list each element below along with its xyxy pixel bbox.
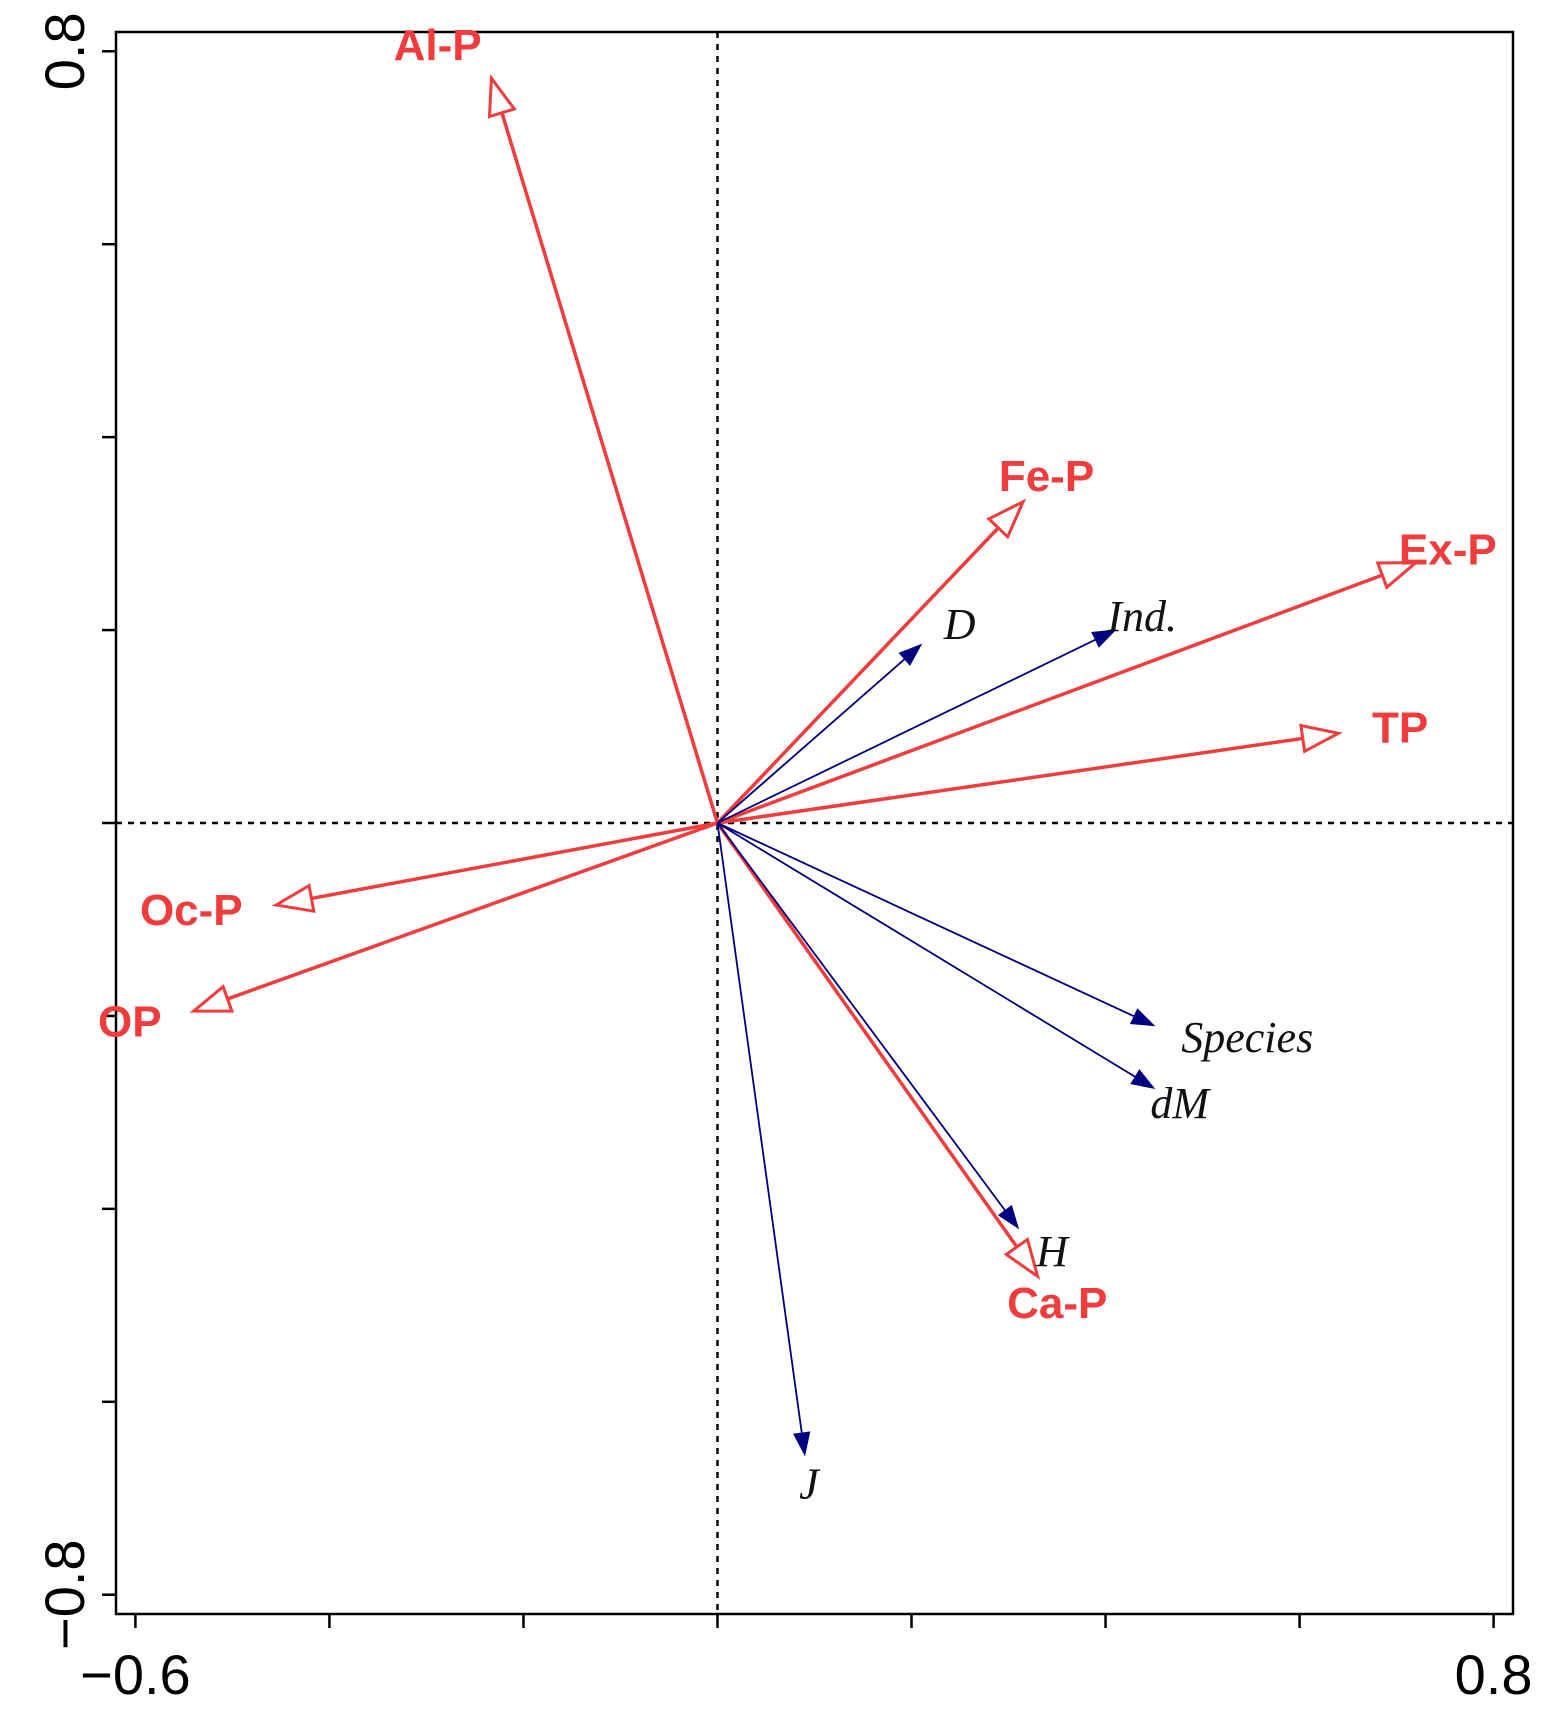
arrow-d	[716, 643, 923, 824]
label-ind: Ind.	[1106, 592, 1177, 641]
label-al-p: Al-P	[394, 21, 482, 70]
arrow-shaft-ex-p	[716, 573, 1383, 825]
arrow-head-fe-p	[986, 498, 1027, 540]
arrow-head-h	[997, 1204, 1020, 1230]
arrow-head-dm	[1130, 1069, 1156, 1090]
arrow-shaft-j	[716, 822, 803, 1434]
arrow-head-ind	[1091, 629, 1117, 648]
arrow-head-d	[898, 643, 923, 666]
arrow-h	[716, 822, 1020, 1230]
arrow-tp	[717, 723, 1343, 825]
x-tick-label-0-6: −0.6	[80, 1643, 191, 1706]
label-tp: TP	[1372, 703, 1428, 752]
arrow-fe-p	[716, 498, 1027, 825]
label-dm: dM	[1150, 1079, 1211, 1128]
arrow-shaft-tp	[717, 736, 1303, 825]
y-tick-label-0-8: −0.8	[33, 1539, 96, 1650]
diversity-arrows	[716, 629, 1156, 1457]
arrow-shaft-species	[717, 822, 1135, 1018]
reference-lines	[116, 32, 1513, 1614]
arrow-shaft-dm	[717, 822, 1136, 1078]
arrow-head-oc-p	[271, 883, 316, 914]
arrow-head-op	[189, 984, 235, 1013]
y-tick-label-0-8: 0.8	[33, 12, 96, 90]
arrow-j	[716, 822, 811, 1457]
arrow-shaft-h	[716, 822, 1006, 1212]
arrow-shaft-op	[226, 821, 719, 1001]
arrow-head-species	[1129, 1008, 1156, 1027]
label-ca-p: Ca-P	[1007, 1279, 1107, 1328]
arrow-dm	[717, 822, 1156, 1090]
arrow-al-p	[487, 74, 720, 824]
arrow-shaft-fe-p	[716, 526, 1000, 825]
arrow-shaft-d	[716, 658, 906, 824]
label-oc-p: Oc-P	[140, 886, 243, 935]
x-tick-label-0-8: 0.8	[1455, 1643, 1533, 1706]
arrow-species	[717, 822, 1156, 1027]
arrow-ind	[717, 629, 1117, 824]
arrow-op	[189, 821, 719, 1013]
label-ex-p: Ex-P	[1399, 526, 1497, 575]
arrow-head-ca-p	[1003, 1237, 1041, 1280]
label-j: J	[799, 1460, 821, 1509]
label-op: OP	[98, 998, 162, 1047]
label-d: D	[943, 600, 976, 649]
arrow-ca-p	[716, 821, 1041, 1280]
arrow-head-tp	[1299, 723, 1343, 754]
arrow-shaft-al-p	[500, 112, 720, 824]
arrow-ex-p	[716, 561, 1421, 825]
arrow-head-ex-p	[1375, 561, 1421, 590]
arrow-head-j	[793, 1431, 811, 1457]
arrow-labels: Al-P Fe-P Ex-P TP Oc-P OP Ca-P D Ind. Species dM H J	[98, 21, 1497, 1509]
arrow-shaft-ind	[717, 638, 1096, 824]
arrow-oc-p	[271, 821, 718, 914]
environment-arrows	[189, 74, 1421, 1280]
axis-ticks: −0.6 0.8 0.8 −0.8	[33, 12, 1533, 1706]
arrow-shaft-ca-p	[716, 821, 1019, 1248]
arrow-shaft-oc-p	[311, 821, 718, 901]
label-fe-p: Fe-P	[999, 452, 1094, 501]
label-h: H	[1035, 1227, 1070, 1276]
arrow-head-al-p	[487, 74, 517, 119]
label-species: Species	[1181, 1013, 1313, 1062]
